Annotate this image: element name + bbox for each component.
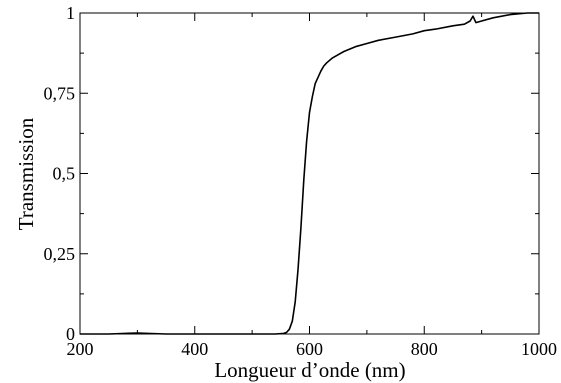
x-tick-label: 600	[296, 339, 323, 359]
plot-frame	[79, 12, 540, 335]
y-tick-label: 0,25	[44, 244, 76, 264]
y-tick-label: 1	[66, 3, 75, 23]
x-tick-label: 1000	[521, 339, 557, 359]
x-tick-label: 400	[181, 339, 208, 359]
x-tick-labels: 200 400 600 800 1000	[67, 339, 558, 359]
x-tick-label: 200	[67, 339, 94, 359]
y-axis-label: Transmission	[14, 117, 38, 230]
x-tick-label: 800	[411, 339, 438, 359]
series-line	[80, 12, 539, 335]
x-axis-label: Longueur d’onde (nm)	[214, 358, 405, 382]
axis-ticks	[79, 12, 540, 335]
y-tick-label: 0	[66, 324, 75, 344]
y-tick-label: 0,75	[44, 83, 76, 103]
y-tick-label: 0,5	[53, 164, 76, 184]
y-tick-labels: 0 0,25 0,5 0,75 1	[44, 3, 76, 344]
